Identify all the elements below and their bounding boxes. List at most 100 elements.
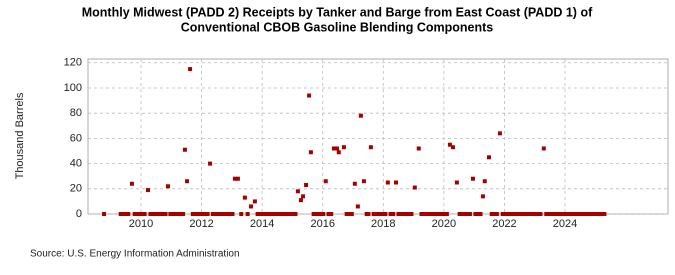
point (510, 212, 515, 216)
point (193, 212, 198, 216)
point (404, 212, 409, 216)
point (554, 212, 559, 216)
point (215, 212, 220, 216)
point (494, 212, 499, 216)
point (230, 212, 235, 216)
point (421, 212, 426, 216)
point (582, 212, 587, 216)
point (283, 212, 288, 216)
point (344, 212, 349, 216)
y-tick-label: 100 (64, 82, 82, 94)
x-tick-label: 2014 (250, 218, 274, 230)
point (480, 194, 485, 199)
point (126, 212, 131, 216)
point (399, 212, 404, 216)
point (476, 212, 481, 216)
point (538, 212, 543, 216)
point (556, 212, 561, 216)
point (564, 212, 569, 216)
point (205, 212, 210, 216)
point (288, 212, 293, 216)
point (275, 212, 280, 216)
point (178, 212, 183, 216)
y-tick-label: 120 (64, 57, 82, 69)
point (188, 67, 193, 72)
point (462, 212, 467, 216)
point (371, 212, 376, 216)
point (592, 212, 597, 216)
point (334, 146, 339, 151)
point (331, 146, 336, 151)
point (442, 212, 447, 216)
point (208, 161, 213, 166)
point (508, 212, 513, 216)
point (599, 212, 604, 216)
y-tick-label: 80 (70, 107, 82, 119)
point (273, 212, 278, 216)
point (388, 212, 393, 216)
point (602, 212, 607, 216)
chart-title: Monthly Midwest (PADD 2) Receipts by Tan… (82, 5, 593, 19)
x-tick-label: 2022 (492, 218, 516, 230)
point (298, 198, 303, 203)
point (535, 212, 540, 216)
point (123, 212, 128, 216)
point (148, 212, 153, 216)
point (566, 212, 571, 216)
point (239, 212, 244, 216)
point (181, 212, 186, 216)
point (228, 212, 233, 216)
point (406, 212, 411, 216)
point (419, 212, 424, 216)
point (293, 212, 298, 216)
point (225, 212, 230, 216)
point (594, 212, 599, 216)
point (232, 176, 237, 181)
y-tick-label: 40 (70, 157, 82, 169)
y-tick-label: 60 (70, 132, 82, 144)
point (505, 212, 510, 216)
point (503, 212, 508, 216)
point (379, 212, 384, 216)
point (158, 212, 163, 216)
point (515, 212, 520, 216)
point (432, 212, 437, 216)
point (520, 212, 525, 216)
point (546, 212, 551, 216)
point (429, 212, 434, 216)
point (497, 131, 502, 136)
point (252, 199, 257, 204)
point (321, 212, 326, 216)
point (140, 212, 145, 216)
point (121, 212, 126, 216)
point (439, 212, 444, 216)
point (584, 212, 589, 216)
point (465, 212, 470, 216)
point (307, 93, 312, 98)
point (235, 176, 240, 181)
point (530, 212, 535, 216)
point (213, 212, 218, 216)
point (358, 113, 363, 118)
point (597, 212, 602, 216)
point (416, 146, 421, 151)
point (574, 212, 579, 216)
point (401, 212, 406, 216)
point (326, 212, 331, 216)
point (376, 212, 381, 216)
point (155, 212, 160, 216)
point (454, 180, 459, 185)
point (242, 195, 247, 200)
point (528, 212, 533, 216)
point (265, 212, 270, 216)
y-tick-label: 0 (76, 208, 82, 220)
point (424, 212, 429, 216)
point (218, 212, 223, 216)
point (460, 212, 465, 216)
source-note: Source: U.S. Energy Information Administ… (30, 249, 240, 260)
point (561, 212, 566, 216)
point (168, 212, 173, 216)
point (245, 212, 250, 216)
point (513, 212, 518, 216)
